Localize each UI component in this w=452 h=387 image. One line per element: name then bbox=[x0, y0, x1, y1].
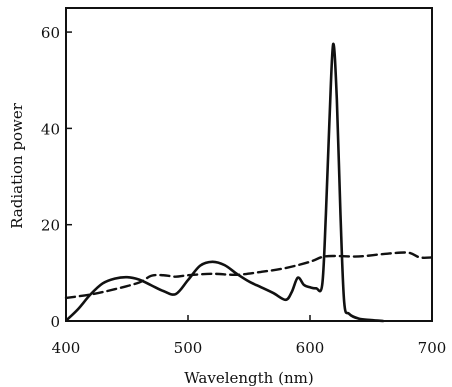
x-tick-label-600: 600 bbox=[296, 339, 325, 357]
y-tick-label-0: 0 bbox=[50, 313, 60, 331]
y-tick-label-40: 40 bbox=[41, 120, 60, 138]
y-axis-label: Radiation power bbox=[8, 102, 26, 229]
y-tick-label-20: 20 bbox=[41, 217, 60, 235]
x-axis-label: Wavelength (nm) bbox=[184, 369, 313, 387]
series-group bbox=[64, 42, 434, 323]
plot-frame bbox=[65, 7, 433, 322]
x-tick-label-400: 400 bbox=[52, 339, 81, 357]
series-line-dashed bbox=[64, 251, 434, 300]
y-tick-label-60: 60 bbox=[41, 24, 60, 42]
series-line-solid bbox=[65, 42, 385, 323]
x-tick-label-700: 700 bbox=[418, 339, 447, 357]
x-tick-label-500: 500 bbox=[174, 339, 203, 357]
axis-ticks: 400 500 600 700 0 20 40 60 bbox=[41, 24, 446, 357]
